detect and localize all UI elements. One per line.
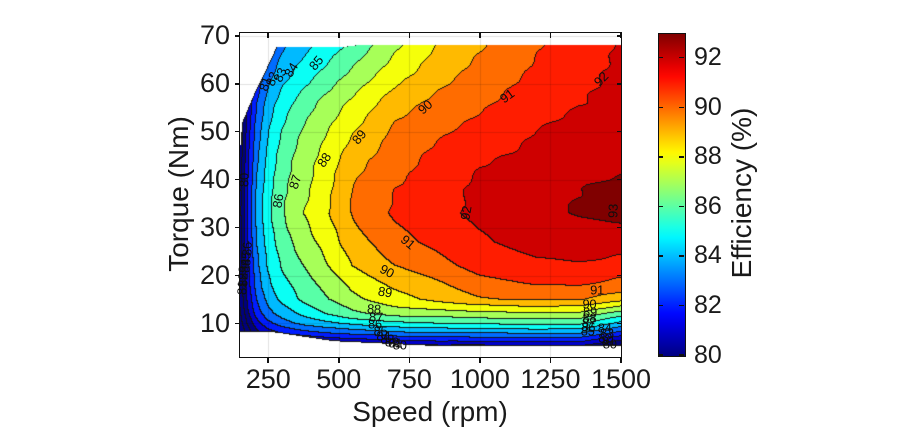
colorbar-tick-mark-left bbox=[659, 156, 663, 158]
y-tick-mark bbox=[234, 226, 240, 229]
y-tick-mark bbox=[234, 35, 240, 37]
x-tick-mark bbox=[479, 357, 481, 363]
colorbar-tick-mark bbox=[678, 255, 684, 257]
colorbar-tick-label: 90 bbox=[694, 92, 722, 121]
contour-label: 86 bbox=[367, 316, 382, 332]
colorbar-tick-mark bbox=[678, 205, 684, 208]
efficiency-contour-canvas bbox=[240, 33, 621, 357]
y-axis-tick-label: 60 bbox=[199, 68, 230, 99]
contour-label: 80 bbox=[392, 337, 407, 353]
x-axis-tick-label: 500 bbox=[316, 364, 362, 394]
contour-label: 81 bbox=[388, 335, 403, 351]
contour-label: 85 bbox=[580, 323, 595, 339]
x-tick-mark bbox=[338, 357, 340, 363]
x-axis-tick-label: 1250 bbox=[520, 364, 581, 394]
colorbar-tick-mark-left bbox=[659, 205, 663, 208]
colorbar-tick-mark-left bbox=[659, 255, 663, 257]
colorbar-tick-mark bbox=[678, 106, 684, 108]
colorbar-tick-mark bbox=[678, 354, 684, 356]
x-axis-title: Speed (rpm) bbox=[352, 396, 508, 427]
y-tick-mark bbox=[234, 322, 240, 325]
y-tick-mark-right bbox=[616, 274, 621, 277]
colorbar-tick-mark-left bbox=[659, 304, 663, 307]
x-axis-tick-label: 250 bbox=[245, 364, 291, 394]
y-axis-tick-label: 70 bbox=[199, 20, 230, 51]
contour-label: 85 bbox=[373, 323, 388, 339]
x-tick-mark-top bbox=[620, 33, 622, 38]
y-tick-mark-right bbox=[616, 322, 621, 325]
y-axis-tick-label: 30 bbox=[199, 212, 230, 243]
y-axis-tick-label: 20 bbox=[199, 260, 230, 291]
contour-label: 82 bbox=[384, 334, 399, 350]
colorbar-tick-label: 88 bbox=[694, 142, 722, 171]
colorbar-tick-label: 84 bbox=[694, 241, 722, 270]
contour-label: 84 bbox=[597, 320, 612, 336]
x-tick-mark bbox=[549, 357, 552, 363]
contour-label: 87 bbox=[581, 315, 596, 331]
x-tick-mark bbox=[408, 357, 411, 363]
colorbar-tick-label: 92 bbox=[694, 43, 722, 72]
contour-label: 84 bbox=[376, 328, 391, 344]
contour-label: 83 bbox=[599, 325, 614, 341]
x-tick-mark-top bbox=[267, 33, 269, 38]
colorbar-tick-mark-left bbox=[659, 106, 663, 108]
colorbar-tick-label: 80 bbox=[694, 340, 722, 369]
y-tick-mark-right bbox=[616, 130, 621, 133]
x-tick-mark-top bbox=[549, 33, 552, 38]
y-axis-tick-label: 50 bbox=[199, 116, 230, 147]
y-tick-mark-right bbox=[616, 178, 621, 181]
x-tick-mark-top bbox=[479, 33, 481, 38]
contour-label: 82 bbox=[598, 330, 613, 346]
x-tick-mark-top bbox=[338, 33, 340, 38]
contour-label: 90 bbox=[582, 296, 597, 312]
contour-label: 89 bbox=[583, 304, 597, 320]
colorbar-tick-mark-left bbox=[659, 354, 663, 356]
y-tick-mark-right bbox=[616, 226, 621, 229]
y-axis-tick-label: 40 bbox=[199, 164, 230, 195]
contour-label: 92 bbox=[457, 205, 475, 222]
contour-label: 83 bbox=[380, 331, 395, 347]
x-axis-tick-label: 1500 bbox=[590, 364, 652, 394]
contour-label: 91 bbox=[590, 282, 604, 298]
contour-label: 88 bbox=[582, 310, 597, 326]
y-tick-mark bbox=[234, 274, 240, 277]
x-tick-mark bbox=[620, 357, 622, 363]
x-axis-tick-label: 1000 bbox=[449, 364, 510, 394]
contour-label: 80 bbox=[236, 172, 252, 187]
colorbar-tick-mark bbox=[678, 156, 684, 158]
x-tick-mark bbox=[267, 357, 269, 363]
contour-label: 80 bbox=[602, 336, 617, 352]
colorbar-title: Efficiency (%) bbox=[726, 107, 757, 279]
colorbar-tick-mark-left bbox=[659, 57, 663, 59]
contour-label: 81 bbox=[601, 333, 616, 349]
y-tick-mark bbox=[234, 130, 240, 133]
colorbar-tick-label: 82 bbox=[694, 290, 722, 319]
y-axis-tick-label: 10 bbox=[199, 307, 230, 338]
contour-label: 86 bbox=[269, 192, 287, 209]
y-tick-mark-right bbox=[616, 35, 621, 37]
contour-label: 81 bbox=[234, 280, 250, 295]
x-axis-tick-label: 750 bbox=[386, 364, 432, 394]
colorbar-tick-label: 86 bbox=[694, 191, 722, 220]
y-tick-mark-right bbox=[616, 83, 621, 85]
contour-label: 89 bbox=[377, 283, 394, 301]
y-tick-mark bbox=[234, 178, 240, 181]
colorbar-tick-mark bbox=[678, 57, 684, 59]
contour-label: 86 bbox=[581, 319, 596, 335]
colorbar bbox=[658, 33, 686, 357]
x-tick-mark-top bbox=[408, 33, 411, 38]
colorbar-tick-mark bbox=[678, 304, 684, 307]
y-tick-mark bbox=[234, 83, 240, 85]
contour-label: 93 bbox=[605, 203, 622, 219]
